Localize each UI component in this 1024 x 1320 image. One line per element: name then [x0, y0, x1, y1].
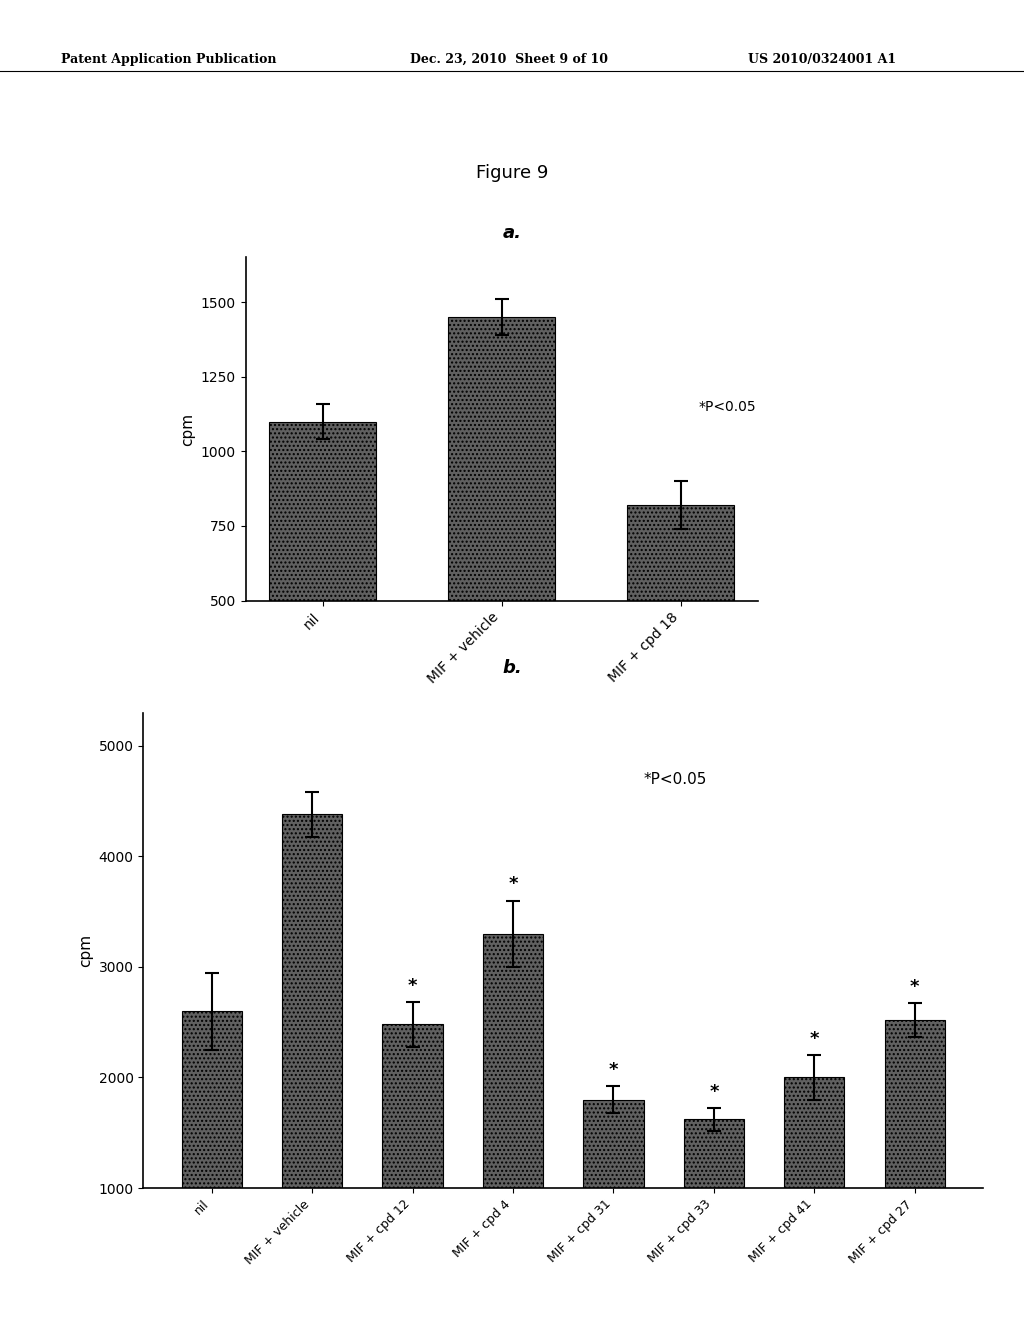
Text: *: * [709, 1082, 719, 1101]
Y-axis label: cpm: cpm [180, 412, 196, 446]
Text: *: * [910, 978, 920, 995]
Text: US 2010/0324001 A1: US 2010/0324001 A1 [748, 53, 896, 66]
Text: *P<0.05: *P<0.05 [643, 772, 707, 787]
Text: Patent Application Publication: Patent Application Publication [61, 53, 276, 66]
Bar [483, 933, 543, 1299]
Y-axis label: cpm: cpm [78, 933, 93, 968]
Bar [449, 317, 555, 750]
Text: Figure 9: Figure 9 [476, 164, 548, 182]
Bar [684, 1119, 744, 1299]
Bar [627, 506, 734, 750]
Text: Dec. 23, 2010  Sheet 9 of 10: Dec. 23, 2010 Sheet 9 of 10 [410, 53, 607, 66]
Text: *: * [508, 875, 518, 892]
Bar [784, 1077, 845, 1299]
Bar [382, 1024, 442, 1299]
Text: b.: b. [502, 659, 522, 677]
Text: *P<0.05: *P<0.05 [698, 400, 757, 413]
Text: *: * [608, 1060, 618, 1078]
Bar [584, 1100, 643, 1299]
Text: *: * [810, 1030, 819, 1048]
Text: *: * [408, 977, 418, 994]
Bar [885, 1020, 945, 1299]
Text: a.: a. [503, 223, 521, 242]
Bar [269, 421, 377, 750]
Bar [181, 1011, 242, 1299]
Bar [282, 814, 342, 1299]
